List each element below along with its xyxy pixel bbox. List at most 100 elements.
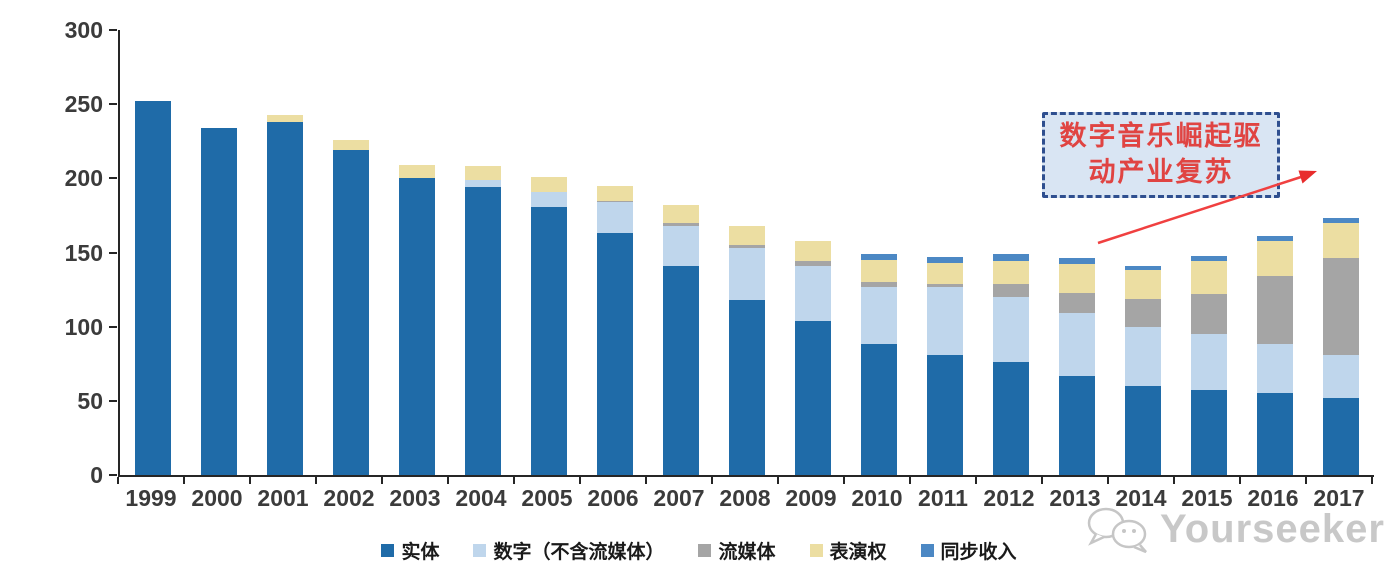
bar-segment [597,233,633,475]
legend: 实体 数字（不含流媒体） 流媒体 表演权 同步收入 [0,537,1398,564]
bar-2002 [333,139,369,475]
legend-item: 实体 [381,537,439,564]
bar-segment [465,166,501,180]
bar-2014 [1125,265,1161,475]
x-axis-label: 2014 [1115,485,1167,511]
x-axis-label: 2009 [785,485,837,511]
chat-bubbles-face-icon [1087,507,1147,554]
x-axis-label: 2015 [1181,485,1233,511]
y-axis-label: 50 [77,387,103,414]
bar-2006 [597,185,633,475]
bar-segment [795,261,831,266]
bar-segment [1323,258,1359,355]
watermark-text: Yourseeker [1160,506,1385,551]
bar-segment [597,200,633,203]
x-axis-label: 2012 [983,485,1035,511]
x-axis-label: 2010 [851,485,903,511]
bar-segment [1059,313,1095,376]
bar-segment [1125,326,1161,386]
x-axis-label: 1999 [125,485,177,511]
bar-segment [267,114,303,122]
bar-2000 [201,127,237,475]
x-axis-tick [183,477,185,484]
y-axis-label: 250 [64,91,103,118]
plot-area [118,30,1374,477]
legend-label: 数字（不含流媒体） [493,541,665,563]
bar-segment [993,362,1029,475]
legend-label: 实体 [401,541,440,563]
bar-segment [861,259,897,283]
x-axis-label: 2002 [323,485,375,511]
legend-item: 同步收入 [920,537,1017,564]
y-axis-label: 200 [64,165,103,192]
bar-2016 [1257,236,1293,475]
legend-item: 流媒体 [698,537,776,564]
bar-segment [465,179,501,188]
bar-segment [663,265,699,475]
bar-segment [927,286,963,355]
bar-segment [1191,255,1227,262]
x-axis-tick [843,477,845,484]
bar-segment [1125,298,1161,327]
bar-segment [1059,264,1095,293]
x-axis-label: 2007 [653,485,705,511]
legend-swatch [809,544,823,557]
bar-segment [729,248,765,300]
bar-1999 [135,101,171,475]
x-axis-label: 2006 [587,485,639,511]
bar-segment [1257,393,1293,475]
bar-segment [135,101,171,475]
x-axis-tick [381,477,383,484]
x-axis-tick [777,477,779,484]
x-axis-label: 2001 [257,485,309,511]
bar-segment [993,297,1029,363]
bar-segment [201,127,237,475]
x-axis-tick [645,477,647,484]
bar-segment [531,191,567,207]
legend-label: 流媒体 [718,541,776,563]
y-axis-tick [109,177,117,180]
bar-2012 [993,254,1029,475]
bar-2011 [927,257,963,475]
bar-segment [927,354,963,475]
x-axis-label: 2017 [1313,485,1365,511]
bar-segment [795,265,831,321]
bar-segment [795,320,831,475]
bar-segment [1191,294,1227,335]
bar-segment [531,206,567,475]
bar-segment [399,178,435,475]
bar-segment [1323,397,1359,475]
bar-segment [861,344,897,475]
x-axis-tick [117,477,119,484]
bar-segment [1323,354,1359,398]
bar-segment [993,283,1029,298]
x-axis-label: 2013 [1049,485,1101,511]
bar-segment [1191,261,1227,295]
bar-segment [993,254,1029,262]
bar-segment [597,185,633,201]
bar-segment [927,257,963,263]
legend-label: 同步收入 [940,541,1017,563]
bar-2015 [1191,255,1227,475]
x-axis-tick [579,477,581,484]
bar-segment [1125,270,1161,299]
legend-label: 表演权 [829,541,887,563]
bar-segment [399,165,435,179]
x-axis-tick [249,477,251,484]
bar-2003 [399,165,435,475]
legend-swatch [698,544,712,557]
x-axis-label: 2008 [719,485,771,511]
bar-segment [663,225,699,266]
bar-segment [795,240,831,262]
bar-segment [465,187,501,475]
legend-swatch [473,544,487,557]
y-axis-tick [109,251,117,254]
bar-segment [663,222,699,226]
bar-2004 [465,166,501,475]
bar-segment [1125,265,1161,271]
x-axis-label: 2011 [918,485,968,511]
bar-segment [1257,276,1293,345]
y-axis-tick [109,325,117,328]
bar-segment [861,286,897,345]
